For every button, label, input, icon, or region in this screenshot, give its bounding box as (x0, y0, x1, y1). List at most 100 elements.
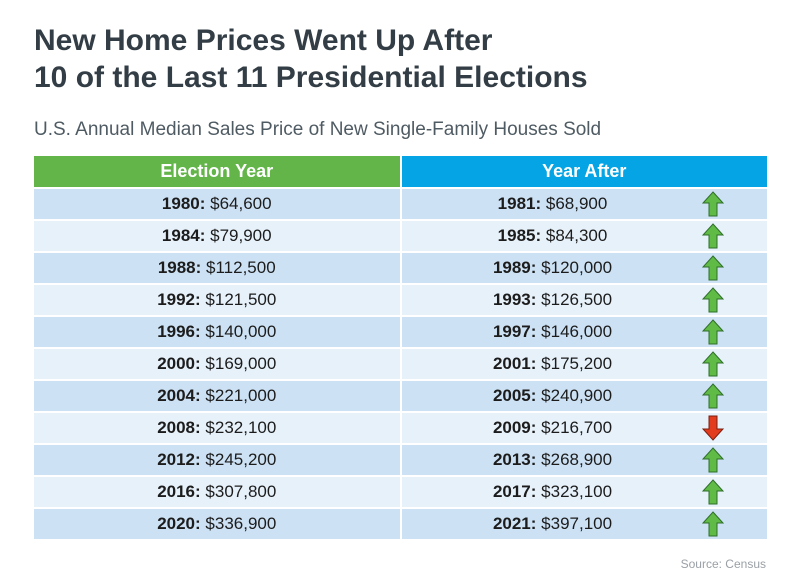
year-after-cell: 2013: $268,900 (400, 443, 767, 476)
arrow-up-shape (701, 255, 724, 281)
election-cell: 2008: $232,100 (34, 411, 402, 444)
year-after-value: 2005: $240,900 (402, 386, 704, 406)
election-cell: 2016: $307,800 (34, 475, 402, 508)
year-after-value: 2001: $175,200 (402, 354, 704, 374)
year-after-value: 2021: $397,100 (402, 514, 704, 534)
separator: : (530, 386, 542, 405)
title-line-1: New Home Prices Went Up After (34, 24, 493, 57)
separator: : (530, 290, 542, 309)
after-year: 1997 (492, 322, 531, 341)
arrow-up-shape (701, 511, 724, 537)
separator: : (530, 514, 542, 533)
arrow-up-icon (701, 287, 724, 313)
table-row: 1992: $121,500 1993: $126,500 (34, 283, 767, 316)
election-year: 2012 (157, 450, 196, 469)
year-after-value: 2009: $216,700 (402, 418, 704, 438)
after-year: 1989 (492, 258, 531, 277)
arrow-up-shape (701, 383, 724, 409)
separator: : (195, 322, 206, 341)
table-row: 2000: $169,000 2001: $175,200 (34, 347, 767, 380)
year-after-cell: 1997: $146,000 (400, 315, 767, 348)
year-after-value: 1993: $126,500 (402, 290, 704, 310)
election-year: 1984 (161, 226, 200, 245)
table-row: 2016: $307,800 2017: $323,100 (34, 475, 767, 508)
separator: : (195, 258, 207, 277)
election-price: $336,900 (205, 514, 277, 533)
election-year: 1996 (157, 322, 196, 341)
year-after-cell: 1989: $120,000 (400, 251, 767, 284)
election-price: $245,200 (205, 450, 277, 469)
after-year: 2021 (492, 514, 531, 533)
year-after-value: 1997: $146,000 (402, 322, 704, 342)
separator: : (535, 194, 546, 213)
title-line-2: 10 of the Last 11 Presidential Elections (34, 61, 588, 94)
separator: : (530, 258, 542, 277)
arrow-down-shape (701, 415, 724, 441)
separator: : (195, 514, 206, 533)
after-year: 1981 (497, 194, 536, 213)
separator: : (195, 482, 206, 501)
year-after-cell: 2005: $240,900 (400, 379, 767, 412)
separator: : (195, 290, 206, 309)
year-after-value: 1981: $68,900 (402, 194, 704, 214)
after-year: 2009 (492, 418, 531, 437)
arrow-up-icon (701, 255, 724, 281)
arrow-up-shape (701, 191, 724, 217)
election-price: $112,500 (206, 258, 276, 277)
arrow-up-icon (701, 447, 724, 473)
election-price: $232,100 (205, 418, 277, 437)
election-year: 2016 (157, 482, 196, 501)
price-table: Election Year Year After 1980: $64,600 19… (34, 156, 767, 539)
after-price: $268,900 (541, 450, 613, 469)
after-price: $240,900 (541, 386, 613, 405)
separator: : (530, 482, 542, 501)
election-cell: 2012: $245,200 (34, 443, 402, 476)
after-year: 2001 (492, 354, 531, 373)
election-cell: 1996: $140,000 (34, 315, 402, 348)
after-year: 1993 (492, 290, 531, 309)
separator: : (535, 226, 546, 245)
election-price: $307,800 (205, 482, 277, 501)
after-price: $68,900 (545, 194, 608, 213)
separator: : (530, 418, 542, 437)
table-row: 1988: $112,500 1989: $120,000 (34, 251, 767, 284)
arrow-up-icon (701, 223, 724, 249)
year-after-value: 1985: $84,300 (402, 226, 704, 246)
table-header-row: Election Year Year After (34, 156, 767, 188)
election-price: $79,900 (210, 226, 272, 245)
election-year: 2000 (157, 354, 196, 373)
election-price: $221,000 (205, 386, 277, 405)
year-after-cell: 2009: $216,700 (400, 411, 767, 444)
year-after-cell: 1993: $126,500 (400, 283, 767, 316)
arrow-up-icon (701, 351, 724, 377)
year-after-cell: 2001: $175,200 (400, 347, 767, 380)
year-after-value: 1989: $120,000 (402, 258, 704, 278)
column-header-year-after: Year After (400, 156, 767, 188)
year-after-value: 2013: $268,900 (402, 450, 704, 470)
election-year: 2020 (157, 514, 196, 533)
election-cell: 1984: $79,900 (34, 219, 402, 252)
arrow-down-icon (701, 415, 724, 441)
election-year: 2008 (157, 418, 196, 437)
year-after-cell: 1985: $84,300 (400, 219, 767, 252)
separator: : (195, 354, 206, 373)
year-after-cell: 2017: $323,100 (400, 475, 767, 508)
arrow-up-icon (701, 479, 724, 505)
chart-title: New Home Prices Went Up After 10 of the … (34, 22, 774, 96)
arrow-up-shape (701, 479, 724, 505)
after-year: 2017 (492, 482, 531, 501)
separator: : (530, 322, 542, 341)
source-note: Source: Census (680, 557, 766, 571)
after-price: $84,300 (545, 226, 608, 245)
arrow-up-icon (701, 383, 724, 409)
table-row: 1984: $79,900 1985: $84,300 (34, 219, 767, 252)
election-year: 1992 (157, 290, 196, 309)
arrow-up-shape (701, 287, 724, 313)
arrow-up-icon (701, 319, 724, 345)
election-year: 1980 (161, 194, 200, 213)
separator: : (199, 226, 211, 245)
arrow-up-shape (701, 351, 724, 377)
election-price: $121,500 (205, 290, 277, 309)
after-price: $146,000 (541, 322, 613, 341)
election-year: 2004 (157, 386, 196, 405)
